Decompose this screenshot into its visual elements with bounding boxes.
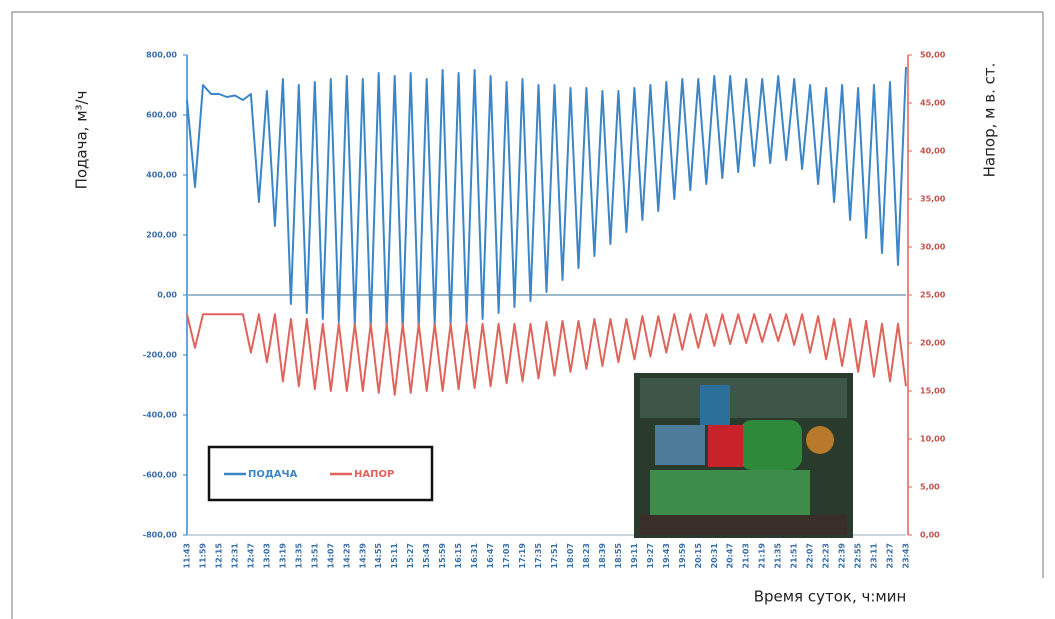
y2-tick-label: 35,00 xyxy=(920,195,946,204)
x-tick-label: 18:55 xyxy=(614,543,623,569)
y-tick-label: -400,00 xyxy=(143,411,178,420)
y2-tick-label: 20,00 xyxy=(920,339,946,348)
y-tick-label: 800,00 xyxy=(146,51,177,60)
x-tick-label: 22:55 xyxy=(854,543,863,569)
x-tick-label: 14:55 xyxy=(374,543,383,569)
x-tick-label: 15:43 xyxy=(422,543,431,568)
x-tick-label: 17:03 xyxy=(502,543,511,568)
x-axis-title: Время суток, ч:мин xyxy=(754,588,907,606)
y-tick-label: 400,00 xyxy=(146,171,177,180)
page: Подача, м³/ч Напор, м в. ст. Время суток… xyxy=(0,0,1055,619)
x-tick-label: 13:35 xyxy=(294,543,303,569)
y2-tick-label: 45,00 xyxy=(920,99,946,108)
x-tick-label: 21:03 xyxy=(742,543,751,568)
x-tick-label: 17:19 xyxy=(518,543,527,569)
x-tick-label: 20:47 xyxy=(726,543,735,568)
y2-tick-label: 25,00 xyxy=(920,291,946,300)
x-tick-label: 14:39 xyxy=(358,543,367,569)
x-tick-label: 17:35 xyxy=(534,543,543,569)
y2-tick-label: 30,00 xyxy=(920,243,946,252)
x-tick-label: 23:27 xyxy=(886,543,895,568)
x-tick-label: 12:47 xyxy=(246,543,255,568)
y2-tick-label: 40,00 xyxy=(920,147,946,156)
y-tick-label: 200,00 xyxy=(146,231,177,240)
x-tick-label: 12:15 xyxy=(214,543,223,569)
x-tick-label: 15:11 xyxy=(390,543,399,569)
y2-tick-label: 50,00 xyxy=(920,51,946,60)
x-tick-label: 15:27 xyxy=(406,543,415,568)
x-tick-label: 22:07 xyxy=(806,543,815,568)
x-tick-label: 18:39 xyxy=(598,543,607,569)
y-axis-title: Подача, м³/ч xyxy=(73,91,91,190)
x-tick-label: 16:31 xyxy=(470,543,479,569)
chart: Подача, м³/ч Напор, м в. ст. Время суток… xyxy=(0,0,1055,619)
y-tick-label: -800,00 xyxy=(143,531,178,540)
x-tick-label: 17:51 xyxy=(550,543,559,569)
y2-tick-label: 10,00 xyxy=(920,435,946,444)
x-tick-label: 19:27 xyxy=(646,543,655,568)
y2-tick-label: 5,00 xyxy=(920,483,940,492)
x-tick-label: 21:51 xyxy=(790,543,799,569)
x-tick-label: 14:07 xyxy=(326,543,335,568)
legend-label: ПОДАЧА xyxy=(248,469,298,480)
x-tick-label: 19:59 xyxy=(678,543,687,569)
photo xyxy=(634,373,853,538)
y-tick-label: -200,00 xyxy=(143,351,178,360)
x-tick-label: 12:31 xyxy=(230,543,239,569)
y-tick-label: -600,00 xyxy=(143,471,178,480)
x-tick-label: 11:59 xyxy=(198,543,207,569)
x-tick-label: 14:23 xyxy=(342,543,351,568)
y-tick-label: 600,00 xyxy=(146,111,177,120)
x-tick-label: 11:43 xyxy=(183,543,192,568)
x-tick-label: 20:15 xyxy=(694,543,703,569)
x-tick-label: 13:03 xyxy=(262,543,271,568)
x-tick-label: 13:51 xyxy=(310,543,319,569)
y2-tick-label: 15,00 xyxy=(920,387,946,396)
x-tick-label: 16:47 xyxy=(486,543,495,568)
y2-axis-title: Напор, м в. ст. xyxy=(981,63,999,178)
x-tick-label: 18:07 xyxy=(566,543,575,568)
y-tick-label: 0,00 xyxy=(157,291,177,300)
x-tick-label: 21:19 xyxy=(758,543,767,569)
x-tick-label: 19:43 xyxy=(662,543,671,568)
x-tick-label: 19:11 xyxy=(630,543,639,569)
x-tick-label: 13:19 xyxy=(278,543,287,569)
x-tick-label: 20:31 xyxy=(710,543,719,569)
x-tick-label: 23:11 xyxy=(870,543,879,569)
legend-label: НАПОР xyxy=(354,469,394,480)
x-tick-label: 22:23 xyxy=(822,543,831,568)
series-line xyxy=(187,67,906,331)
x-tick-label: 15:59 xyxy=(438,543,447,569)
y2-tick-label: 0,00 xyxy=(920,531,940,540)
x-tick-label: 16:15 xyxy=(454,543,463,569)
x-tick-label: 23:43 xyxy=(902,543,911,568)
x-tick-label: 21:35 xyxy=(774,543,783,569)
x-tick-label: 22:39 xyxy=(838,543,847,569)
x-tick-label: 18:23 xyxy=(582,543,591,568)
